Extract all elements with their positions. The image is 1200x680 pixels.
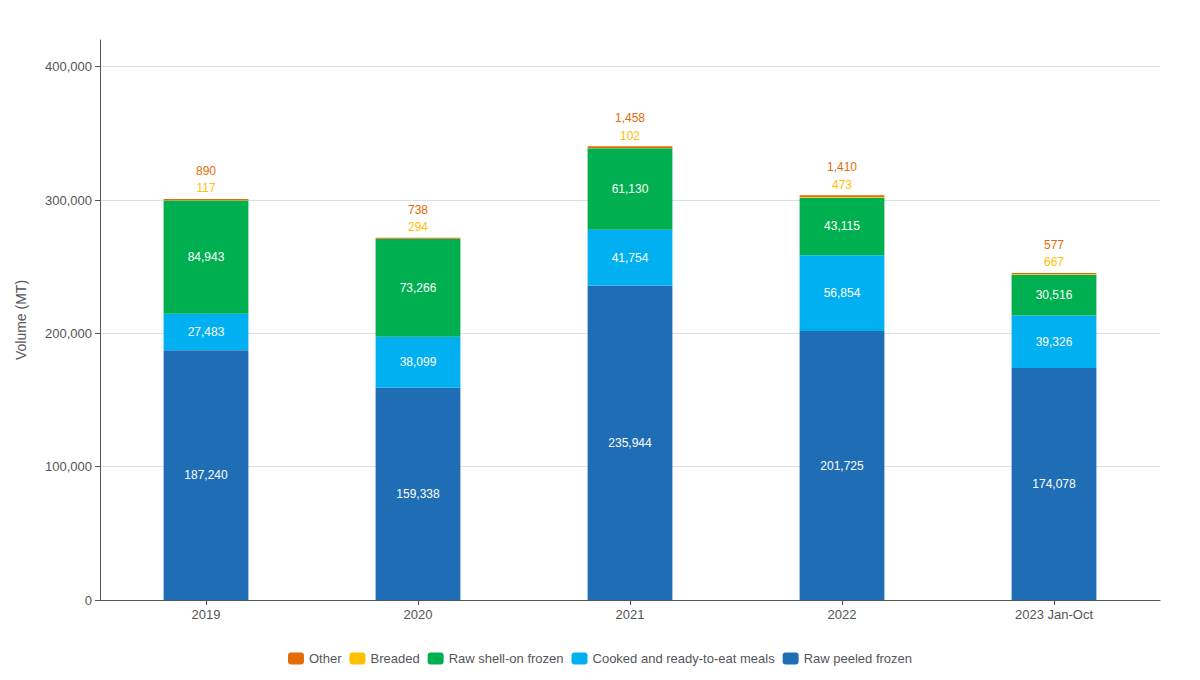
- svg-text:2019: 2019: [192, 607, 221, 622]
- svg-text:577: 577: [1044, 238, 1064, 252]
- svg-text:117: 117: [196, 181, 215, 195]
- svg-text:890: 890: [196, 164, 216, 178]
- svg-text:294: 294: [408, 220, 428, 234]
- svg-text:73,266: 73,266: [400, 281, 437, 295]
- svg-text:Breaded: Breaded: [370, 651, 419, 666]
- svg-text:Raw shell-on frozen: Raw shell-on frozen: [449, 651, 564, 666]
- svg-text:400,000: 400,000: [45, 59, 92, 74]
- svg-text:473: 473: [832, 178, 852, 192]
- svg-text:2022: 2022: [828, 607, 857, 622]
- svg-text:102: 102: [620, 129, 640, 143]
- svg-text:2021: 2021: [616, 607, 645, 622]
- svg-text:159,338: 159,338: [396, 487, 440, 501]
- svg-text:27,483: 27,483: [188, 325, 225, 339]
- svg-text:30,516: 30,516: [1036, 288, 1073, 302]
- svg-text:667: 667: [1044, 255, 1064, 269]
- svg-text:1,458: 1,458: [615, 111, 645, 125]
- svg-text:41,754: 41,754: [612, 251, 649, 265]
- svg-text:38,099: 38,099: [400, 355, 437, 369]
- svg-text:738: 738: [408, 203, 428, 217]
- svg-text:84,943: 84,943: [188, 250, 225, 264]
- svg-text:174,078: 174,078: [1032, 477, 1076, 491]
- svg-text:187,240: 187,240: [184, 468, 228, 482]
- svg-text:39,326: 39,326: [1036, 335, 1073, 349]
- svg-text:200,000: 200,000: [45, 326, 92, 341]
- svg-text:1,410: 1,410: [827, 160, 857, 174]
- svg-text:Cooked and ready-to-eat meals: Cooked and ready-to-eat meals: [593, 651, 776, 666]
- svg-text:300,000: 300,000: [45, 193, 92, 208]
- svg-text:43,115: 43,115: [824, 219, 860, 233]
- svg-text:56,854: 56,854: [824, 286, 861, 300]
- svg-text:Volume (MT): Volume (MT): [13, 280, 29, 360]
- svg-text:61,130: 61,130: [612, 182, 649, 196]
- svg-text:0: 0: [85, 593, 92, 608]
- svg-text:235,944: 235,944: [608, 436, 652, 450]
- svg-text:100,000: 100,000: [45, 459, 92, 474]
- svg-text:2020: 2020: [404, 607, 433, 622]
- svg-text:Raw peeled frozen: Raw peeled frozen: [804, 651, 912, 666]
- svg-text:201,725: 201,725: [820, 459, 864, 473]
- svg-text:2023 Jan-Oct: 2023 Jan-Oct: [1015, 607, 1093, 622]
- svg-text:Other: Other: [309, 651, 342, 666]
